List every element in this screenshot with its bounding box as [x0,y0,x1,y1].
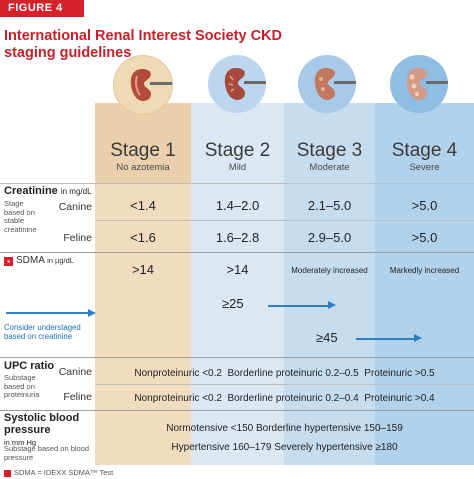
upc-canine-values: Nonproteinuric <0.2 Borderline proteinur… [134,368,435,379]
divider [0,357,474,358]
figure-label: FIGURE 4 [0,0,84,17]
stage-3-subtitle: Moderate [309,162,350,173]
feline-creatinine-stage-3: 2.9–5.0 [307,230,352,245]
understaged-note: Consider understaged based on creatinine [4,323,81,341]
stage-1-title: Stage 1 [110,140,176,161]
footnote: SDMA = IDEXX SDMA™ Test [14,468,114,477]
stage-2-subtitle: Mild [228,162,247,173]
canine-label: Canine [58,201,92,213]
kidney-stage-2-icon [208,55,266,113]
stage-3-column [284,103,375,465]
kidney-stage-3-icon [298,55,356,113]
stage-4-column [375,103,474,465]
arrow-icon [268,305,332,307]
upc-feline-label: Feline [63,391,92,403]
stage-3-title: Stage 3 [296,140,363,161]
arrow-icon [356,338,418,340]
upc-label: UPC ratio [4,360,55,372]
divider [95,384,474,385]
sdma-stage-4: Markedly increased [389,266,460,275]
sdma-stage-2: >14 [226,262,249,277]
feline-creatinine-stage-1: <1.6 [130,230,156,245]
page-title: International Renal Interest Society CKD… [4,28,282,61]
sdma-label: SDMA in µg/dL [16,255,74,266]
stage-4-title: Stage 4 [391,140,458,161]
divider [0,252,474,253]
arrow-head-icon [328,301,336,309]
canine-creatinine-stage-2: 1.4–2.0 [215,198,260,213]
kidney-stage-4-icon [390,55,448,113]
note-arrow-line [6,312,90,314]
feline-creatinine-stage-4: >5.0 [411,230,438,245]
sdma-understaged-45: ≥45 [316,330,338,345]
upc-feline-values: Nonproteinuric <0.2 Borderline proteinur… [134,393,435,404]
divider [95,220,474,221]
sdma-stage-1: >14 [131,262,155,277]
divider [0,410,474,411]
kidney-stage-1-icon [113,55,173,115]
creatinine-substage-note: Stage based on stable creatinine [4,199,37,234]
canine-creatinine-stage-3: 2.1–5.0 [307,198,352,213]
bp-label: Systolic blood pressure in mm Hg [4,412,80,447]
stage-2-column [191,103,284,465]
bp-line-2: Hypertensive 160–179 Severely hypertensi… [171,442,398,453]
sdma-stage-3: Moderately increased [291,266,368,275]
divider [0,183,474,184]
feline-label: Feline [63,232,92,244]
canine-creatinine-stage-1: <1.4 [130,198,156,213]
upc-canine-label: Canine [58,366,92,378]
creatinine-label: Creatinine in mg/dL [4,185,92,197]
upc-substage-note: Substage based on proteinuria [4,373,40,399]
feline-creatinine-stage-2: 1.6–2.8 [215,230,260,245]
arrow-head-icon [414,334,422,342]
footnote-sdma-icon [4,470,11,477]
note-arrow-head-icon [88,309,96,317]
stage-1-header-band [95,103,191,183]
canine-creatinine-stage-4: >5.0 [411,198,438,213]
stage-4-subtitle: Severe [409,162,440,173]
bp-line-1: Normotensive <150 Borderline hypertensiv… [166,423,403,434]
sdma-understaged-25: ≥25 [222,296,244,311]
stage-2-title: Stage 2 [204,140,271,161]
stage-1-subtitle: No azotemia [116,162,170,173]
sdma-icon: ▪ [4,257,13,266]
bp-substage-note: Substage based on blood pressure [4,444,90,462]
